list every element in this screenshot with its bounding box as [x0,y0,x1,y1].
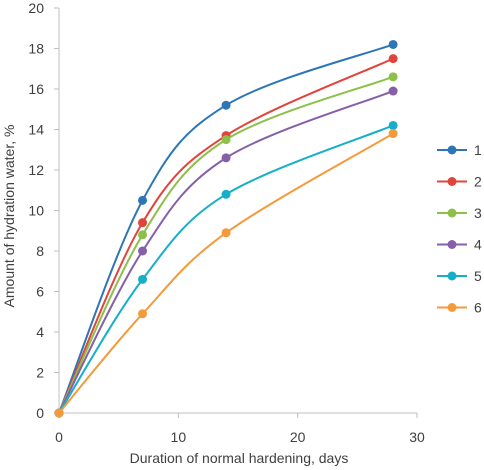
legend-label: 4 [474,237,482,253]
legend-marker [447,271,457,281]
x-tick-label: 10 [171,429,187,445]
legend-label: 3 [474,205,482,221]
data-point-5-28 [388,120,398,130]
legend-item-6: 6 [437,300,482,316]
data-point-3-7 [138,230,148,240]
data-point-5-7 [138,274,148,284]
data-point-6-14 [221,228,231,238]
legend-label: 6 [474,300,482,316]
legend-marker [447,208,457,218]
data-point-4-7 [138,246,148,256]
y-tick-label: 8 [36,243,44,259]
y-tick-label: 4 [36,324,44,340]
y-tick-label: 6 [36,284,44,300]
y-axis-title: Amount of hydration water, % [1,125,17,308]
y-tick-label: 12 [28,162,44,178]
y-tick-label: 14 [28,122,44,138]
series-3 [54,72,398,418]
series-line-1 [58,43,394,414]
series-layer [54,39,398,418]
data-point-6-0 [54,408,64,418]
data-point-4-14 [221,153,231,163]
data-point-2-7 [138,218,148,228]
legend-label: 1 [474,142,482,158]
y-tick-label: 20 [28,0,44,16]
y-tick-label: 10 [28,203,44,219]
legend-label: 5 [474,268,482,284]
x-axis-title: Duration of normal hardening, days [130,450,349,466]
series-line-3 [58,75,394,414]
data-point-6-7 [138,309,148,319]
series-line-6 [58,132,394,414]
series-line-2 [58,57,394,414]
legend-item-5: 5 [437,268,482,284]
legend-item-4: 4 [437,237,482,253]
legend-marker [447,240,457,249]
y-tick-label: 18 [28,41,44,57]
data-point-6-28 [388,129,398,139]
series-5 [54,120,398,418]
data-point-5-14 [221,189,231,199]
axes: 0 2 4 6 8 10 12 14 16 18 20 0 10 20 30 [28,0,425,445]
y-tick-label: 0 [36,405,44,421]
data-point-3-28 [388,72,398,82]
legend-marker [447,177,457,186]
legend-marker [447,145,457,155]
data-point-1-28 [388,39,398,49]
legend-item-3: 3 [437,205,482,221]
x-tick-label: 0 [55,429,63,445]
legend-item-2: 2 [437,174,482,190]
data-point-2-28 [388,54,398,64]
data-point-1-14 [221,100,231,110]
x-tick-label: 20 [290,429,306,445]
x-tick-label: 30 [409,429,425,445]
legend: 1 2 3 4 5 6 [437,142,482,316]
data-point-4-28 [388,86,398,96]
series-line-5 [58,124,394,414]
legend-label: 2 [474,174,482,190]
y-tick-label: 16 [28,81,44,97]
series-6 [54,129,398,418]
y-tick-label: 2 [36,365,44,381]
data-point-3-14 [221,135,231,145]
legend-marker [447,303,457,312]
series-line-4 [58,90,394,414]
legend-item-1: 1 [437,142,482,158]
data-point-1-7 [138,195,148,205]
